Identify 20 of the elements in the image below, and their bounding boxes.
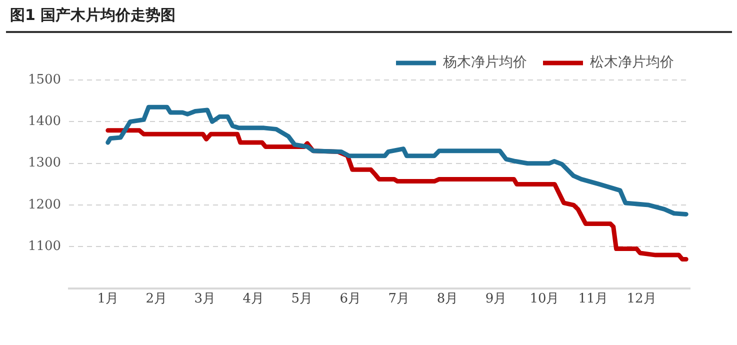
chart-title: 图1 国产木片均价走势图 — [6, 4, 732, 33]
x-tick-label: 2月 — [146, 292, 168, 307]
y-tick-label: 1100 — [28, 239, 62, 254]
x-tick-label: 3月 — [194, 292, 216, 307]
y-tick-label: 1500 — [28, 72, 62, 88]
x-tick-label: 6月 — [340, 292, 362, 307]
x-tick-label: 5月 — [291, 292, 313, 307]
x-tick-label: 8月 — [436, 292, 458, 307]
y-tick-label: 1200 — [28, 197, 62, 212]
x-tick-label: 1月 — [97, 292, 119, 307]
x-tick-label: 12月 — [626, 292, 656, 307]
x-tick-label: 10月 — [530, 292, 560, 307]
y-tick-label: 1400 — [28, 114, 62, 130]
legend-label: 杨木净片均价 — [442, 54, 527, 71]
x-tick-label: 11月 — [578, 292, 608, 307]
x-tick-label: 9月 — [485, 292, 507, 307]
legend-label: 松木净片均价 — [590, 54, 674, 71]
x-tick-label: 4月 — [242, 292, 264, 307]
x-tick-label: 7月 — [388, 292, 410, 307]
y-tick-label: 1300 — [28, 156, 62, 171]
